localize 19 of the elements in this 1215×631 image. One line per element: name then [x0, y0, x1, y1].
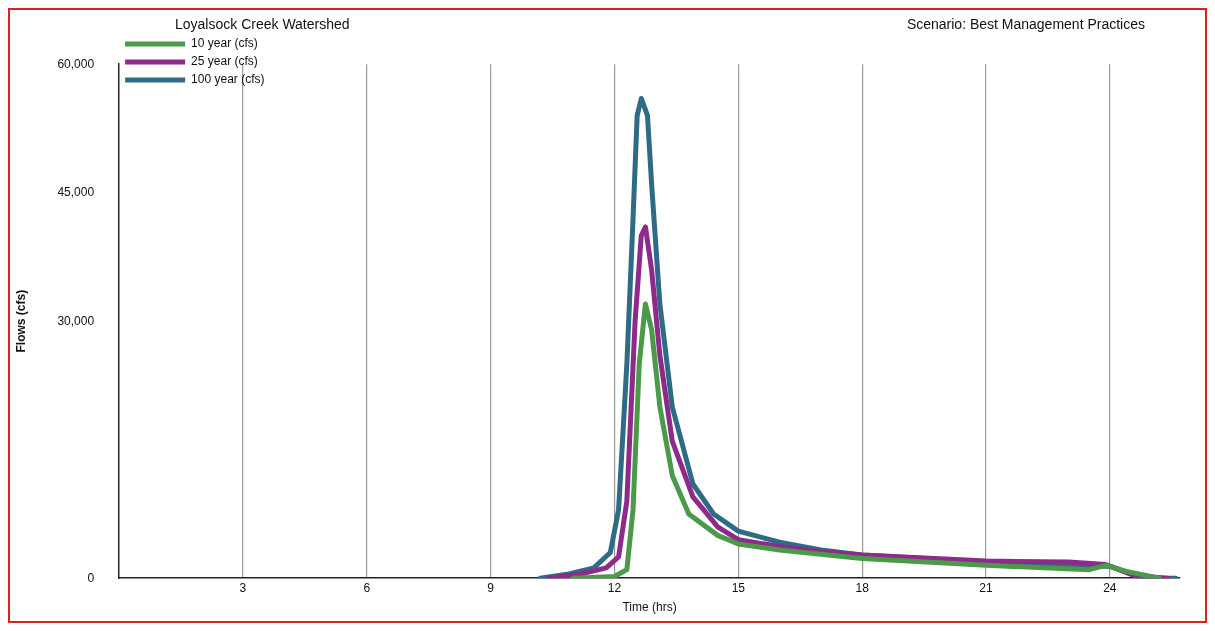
chart-title: Loyalsock Creek Watershed — [175, 16, 350, 32]
x-tick-label: 18 — [855, 580, 870, 595]
legend-label: 100 year (cfs) — [191, 72, 265, 87]
x-tick-label: 6 — [363, 580, 371, 595]
x-tick-label: 15 — [731, 580, 746, 595]
x-tick-label: 21 — [979, 580, 993, 595]
legend-label: 25 year (cfs) — [191, 54, 258, 69]
x-tick-label: 24 — [1103, 580, 1117, 595]
y-axis-title: Flows (cfs) — [13, 289, 28, 353]
x-tick-label: 9 — [487, 580, 495, 595]
y-tick-label: 60,000 — [57, 56, 95, 71]
x-tick-label: 12 — [607, 580, 622, 595]
chart-subtitle: Scenario: Best Management Practices — [906, 16, 1145, 32]
x-tick-label: 3 — [239, 580, 247, 595]
y-tick-label: 45,000 — [57, 185, 95, 200]
y-tick-label: 30,000 — [57, 313, 95, 328]
legend-label: 10 year (cfs) — [191, 36, 258, 51]
x-axis-title: Time (hrs) — [622, 600, 677, 615]
y-tick-label: 0 — [87, 570, 95, 585]
